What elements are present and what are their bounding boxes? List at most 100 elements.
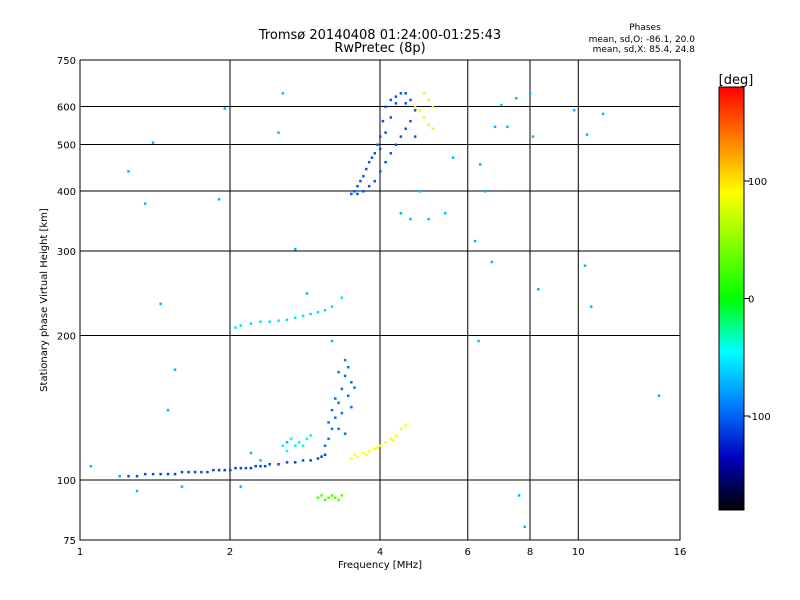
data-point — [443, 212, 447, 215]
x-tick-label: 2 — [227, 547, 233, 558]
data-point — [127, 474, 130, 478]
data-point — [89, 464, 93, 468]
colorbar-ticks: 100 0 -100 — [744, 177, 771, 423]
data-point — [173, 368, 177, 371]
data-point — [223, 468, 227, 472]
data-point — [413, 135, 417, 138]
data-point — [399, 135, 403, 138]
data-point — [337, 427, 340, 431]
data-point — [399, 92, 403, 95]
data-point — [340, 296, 344, 300]
data-point — [206, 470, 209, 474]
data-point — [367, 449, 371, 453]
data-point — [343, 358, 347, 362]
data-point — [334, 397, 337, 400]
colorbar-tick-label: 100 — [748, 177, 767, 188]
data-point — [297, 441, 301, 444]
data-point — [506, 125, 509, 129]
data-point — [200, 470, 203, 474]
data-point — [362, 174, 365, 178]
data-point — [431, 105, 435, 109]
data-point — [337, 370, 340, 374]
data-point — [323, 444, 327, 448]
data-point — [418, 109, 421, 112]
colorbar-label: [deg] — [719, 73, 754, 88]
data-point — [373, 152, 377, 155]
data-point — [536, 288, 540, 291]
data-point — [217, 198, 221, 201]
data-point — [118, 474, 121, 478]
data-point — [477, 339, 480, 343]
data-point — [309, 459, 312, 462]
data-point — [365, 453, 368, 457]
data-point — [334, 416, 337, 419]
data-point — [263, 464, 267, 468]
data-point — [268, 320, 271, 323]
series-yellow-x-trace — [350, 424, 407, 460]
data-point — [381, 119, 385, 123]
data-point — [373, 179, 377, 183]
data-point — [353, 453, 356, 457]
data-point — [180, 485, 184, 488]
data-point — [413, 105, 417, 109]
data-point — [418, 190, 421, 193]
x-tick-label: 8 — [527, 547, 533, 558]
data-point — [394, 143, 398, 147]
data-point — [340, 411, 344, 415]
data-point — [376, 143, 379, 147]
data-point — [346, 394, 350, 398]
data-point — [389, 98, 393, 102]
data-point — [327, 496, 330, 499]
data-point — [234, 466, 237, 470]
data-point — [166, 472, 170, 476]
data-point — [316, 496, 320, 499]
data-point — [239, 485, 243, 488]
data-point — [404, 424, 407, 427]
data-point — [367, 160, 371, 164]
data-point — [301, 459, 305, 462]
series-green-band — [316, 494, 344, 502]
data-point — [359, 179, 362, 183]
data-point — [376, 446, 379, 449]
chart-title-line2: RwPretec (8p) — [334, 41, 425, 56]
data-point — [399, 427, 403, 431]
series-cyan-e-trace — [281, 434, 312, 453]
data-point — [431, 127, 435, 130]
y-tick-label: 400 — [57, 187, 76, 198]
data-point — [259, 320, 262, 323]
data-point — [305, 437, 309, 441]
data-point — [127, 170, 130, 173]
data-point — [523, 525, 527, 529]
data-point — [394, 95, 398, 98]
data-point — [327, 421, 330, 424]
data-point — [356, 192, 359, 196]
y-tick-label: 75 — [63, 536, 76, 547]
series-f-layer-o-trace — [350, 92, 417, 196]
data-point — [394, 434, 398, 437]
data-point — [365, 167, 368, 171]
data-point — [451, 156, 455, 159]
data-point — [350, 192, 353, 196]
y-tick-label: 600 — [57, 103, 76, 114]
data-point — [330, 408, 334, 412]
data-point — [384, 105, 387, 109]
data-point — [353, 190, 356, 193]
data-point — [399, 212, 403, 215]
data-point — [500, 103, 503, 107]
data-point — [379, 170, 382, 173]
data-point — [268, 462, 271, 466]
data-point — [583, 264, 587, 267]
data-point — [346, 365, 350, 369]
data-point — [277, 319, 280, 322]
data-point — [337, 401, 340, 405]
data-point — [356, 184, 359, 188]
data-point — [249, 466, 253, 470]
data-point — [285, 461, 289, 464]
y-tick-label: 100 — [57, 476, 76, 487]
data-point — [143, 472, 147, 476]
data-point — [229, 468, 232, 472]
y-axis-ticks: 75 100 200 300 400 500 600 750 — [57, 56, 76, 547]
data-point — [330, 305, 334, 308]
data-point — [193, 470, 197, 474]
